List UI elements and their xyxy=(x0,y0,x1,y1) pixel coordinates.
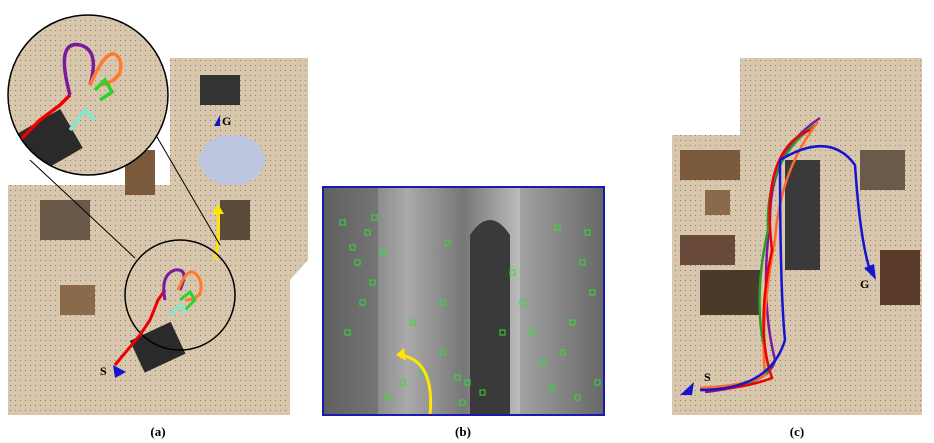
caption: (b) xyxy=(455,424,471,439)
goal-label: G xyxy=(222,114,231,128)
furniture xyxy=(680,235,735,265)
bed xyxy=(880,250,920,305)
caption: (a) xyxy=(150,424,165,439)
panel-b: (b) xyxy=(323,187,604,439)
panel-c: G S (c) xyxy=(672,58,922,439)
furniture xyxy=(700,270,760,315)
panel-a: S G (a) xyxy=(8,15,308,439)
furniture xyxy=(200,75,240,105)
goal-label: G xyxy=(860,277,869,291)
furniture xyxy=(60,285,95,315)
page: {"panels": [ {"caption": "(a)", "start_l… xyxy=(0,0,934,443)
counter xyxy=(785,160,820,270)
figure: S G (a) (b) xyxy=(0,0,934,443)
start-label: S xyxy=(704,370,711,384)
furniture xyxy=(220,200,250,240)
furniture xyxy=(680,150,740,180)
wall xyxy=(323,187,378,415)
caption: (c) xyxy=(790,424,804,439)
furniture xyxy=(860,150,905,190)
doorway xyxy=(470,220,510,415)
furniture xyxy=(705,190,730,215)
furniture xyxy=(40,200,90,240)
goal-area xyxy=(199,135,265,185)
start-label: S xyxy=(100,364,107,378)
wall xyxy=(520,187,604,415)
